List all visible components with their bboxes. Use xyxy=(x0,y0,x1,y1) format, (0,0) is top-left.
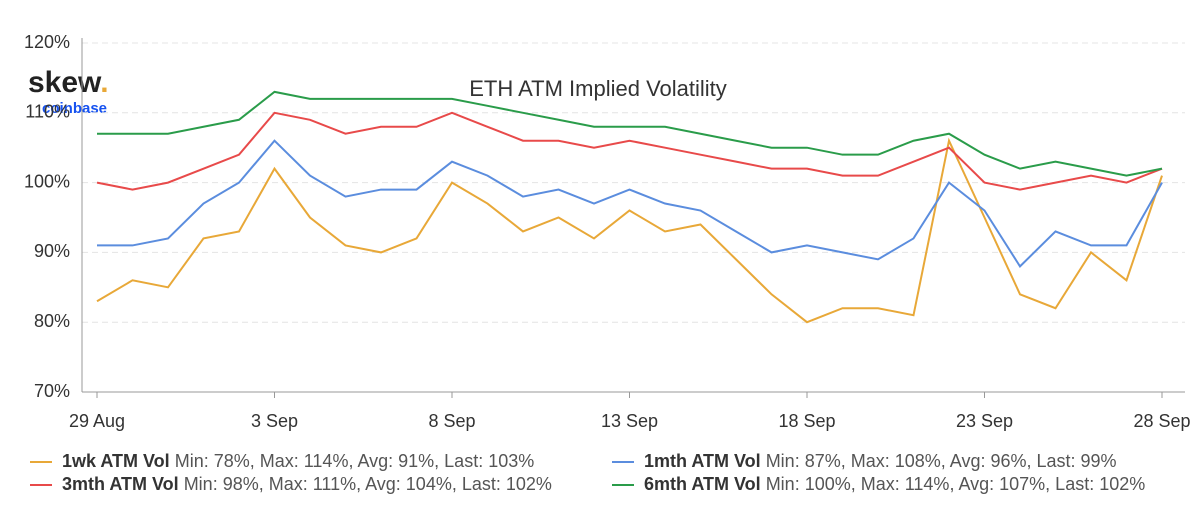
legend-entry: 1wk ATM Vol Min: 78%, Max: 114%, Avg: 91… xyxy=(62,451,534,471)
legend-entry: 6mth ATM Vol Min: 100%, Max: 114%, Avg: … xyxy=(644,474,1145,494)
legend-name: 6mth ATM Vol xyxy=(644,474,761,494)
legend-entry: 1mth ATM Vol Min: 87%, Max: 108%, Avg: 9… xyxy=(644,451,1117,471)
legend-name: 3mth ATM Vol xyxy=(62,474,179,494)
x-tick-label: 18 Sep xyxy=(778,411,835,431)
series-line xyxy=(96,111,1163,191)
y-tick-label: 70% xyxy=(34,381,70,401)
x-tick-label: 3 Sep xyxy=(251,411,298,431)
legend-stats: Min: 78%, Max: 114%, Avg: 91%, Last: 103… xyxy=(175,451,535,471)
logo-sub: coinbase xyxy=(42,100,107,117)
x-tick-label: 28 Sep xyxy=(1133,411,1190,431)
x-tick-label: 13 Sep xyxy=(601,411,658,431)
x-tick-label: 23 Sep xyxy=(956,411,1013,431)
legend-entry: 3mth ATM Vol Min: 98%, Max: 111%, Avg: 1… xyxy=(62,474,552,494)
logo-dot: . xyxy=(100,66,108,99)
logo-name: skew xyxy=(28,66,102,99)
series-line xyxy=(97,90,1163,177)
series-line xyxy=(97,139,1163,268)
y-tick-label: 90% xyxy=(34,241,70,261)
legend-name: 1mth ATM Vol xyxy=(644,451,761,471)
logo: skew. xyxy=(28,66,109,99)
legend-stats: Min: 98%, Max: 111%, Avg: 104%, Last: 10… xyxy=(184,474,552,494)
x-tick-label: 29 Aug xyxy=(69,411,125,431)
y-tick-label: 80% xyxy=(34,311,70,331)
y-tick-label: 100% xyxy=(24,171,70,191)
y-tick-label: 110% xyxy=(25,102,70,122)
chart-title: ETH ATM Implied Volatility xyxy=(469,76,727,101)
legend-name: 1wk ATM Vol xyxy=(62,451,170,471)
legend-stats: Min: 100%, Max: 114%, Avg: 107%, Last: 1… xyxy=(766,474,1146,494)
series-line xyxy=(96,137,1163,324)
y-tick-label: 120% xyxy=(24,32,70,52)
legend-stats: Min: 87%, Max: 108%, Avg: 96%, Last: 99% xyxy=(766,451,1117,471)
x-tick-label: 8 Sep xyxy=(428,411,475,431)
